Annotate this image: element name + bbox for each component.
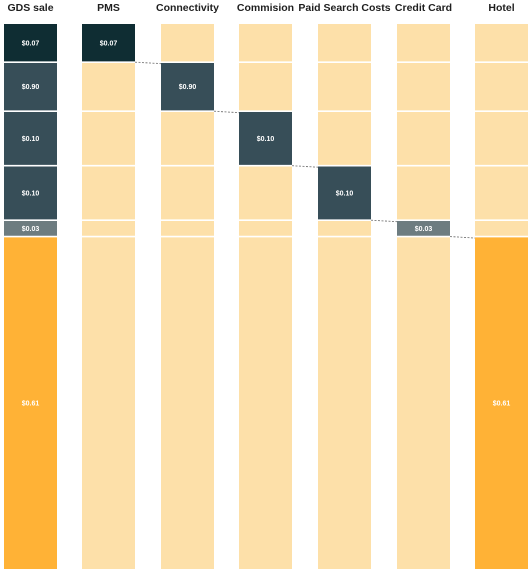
bar-segment	[318, 220, 371, 237]
bar-segment-highlight	[239, 111, 292, 166]
bar-segment	[475, 165, 528, 221]
bar-segment	[397, 62, 450, 112]
column-header: Commision	[237, 2, 294, 14]
bar-segment	[82, 220, 135, 237]
bar-segment	[475, 220, 528, 237]
bar-segment	[475, 24, 528, 63]
bar-segment	[82, 62, 135, 112]
bar-segment	[397, 236, 450, 570]
column-header: Connectivity	[156, 2, 219, 14]
data-label: $0.07	[100, 41, 118, 48]
column-header: GDS sale	[7, 2, 53, 14]
column-header: Credit Card	[395, 2, 452, 14]
bar-segment	[397, 165, 450, 221]
bar-segment	[161, 220, 214, 237]
data-label: $0.61	[493, 400, 511, 407]
bar-segment	[82, 111, 135, 166]
connector-line	[134, 61, 162, 65]
bar-segment	[397, 24, 450, 63]
bar-segment	[239, 24, 292, 63]
connector-line	[291, 165, 319, 168]
bar-segment	[475, 111, 528, 166]
data-label: $0.10	[22, 190, 40, 197]
data-label: $0.10	[336, 190, 354, 197]
bar-segment	[239, 165, 292, 221]
connector-line	[213, 110, 240, 114]
data-label: $0.07	[22, 41, 40, 48]
bar-segment-highlight	[4, 220, 57, 237]
bar-segment	[239, 62, 292, 112]
data-label: $0.03	[22, 226, 40, 233]
bar-segment-highlight	[397, 220, 450, 237]
bar-segment	[318, 111, 371, 166]
data-label: $0.10	[257, 136, 275, 143]
bar-segment-highlight	[4, 24, 57, 63]
data-label: $0.90	[179, 84, 197, 91]
bar-segment	[475, 62, 528, 112]
column-header: Paid Search Costs	[298, 2, 390, 14]
bar-segment	[82, 165, 135, 221]
bar-segment	[397, 111, 450, 166]
bar-segment	[82, 236, 135, 570]
bar-segment	[161, 24, 214, 63]
bar-segment-highlight	[161, 62, 214, 112]
data-label: $0.61	[22, 400, 40, 407]
bar-segment	[161, 111, 214, 166]
connector-line	[449, 236, 476, 239]
bar-segment-highlight	[4, 165, 57, 221]
bar-segment-highlight	[4, 62, 57, 112]
data-label: $0.10	[22, 136, 40, 143]
bar-segment-highlight	[82, 24, 135, 63]
connector-line	[370, 219, 398, 223]
data-label: $0.03	[415, 226, 433, 233]
bar-segment-highlight	[4, 111, 57, 166]
bar-segment-highlight	[318, 165, 371, 221]
bar-segment-highlight	[475, 236, 528, 570]
bar-segment	[161, 236, 214, 570]
bar-segment	[318, 24, 371, 63]
bar-segment	[318, 236, 371, 570]
data-label: $0.90	[22, 84, 40, 91]
bar-segment-highlight	[4, 236, 57, 570]
bar-segment	[161, 165, 214, 221]
column-header: PMS	[97, 2, 120, 14]
column-header: Hotel	[488, 2, 514, 14]
bar-segment	[318, 62, 371, 112]
bar-segment	[239, 236, 292, 570]
bar-segment	[239, 220, 292, 237]
